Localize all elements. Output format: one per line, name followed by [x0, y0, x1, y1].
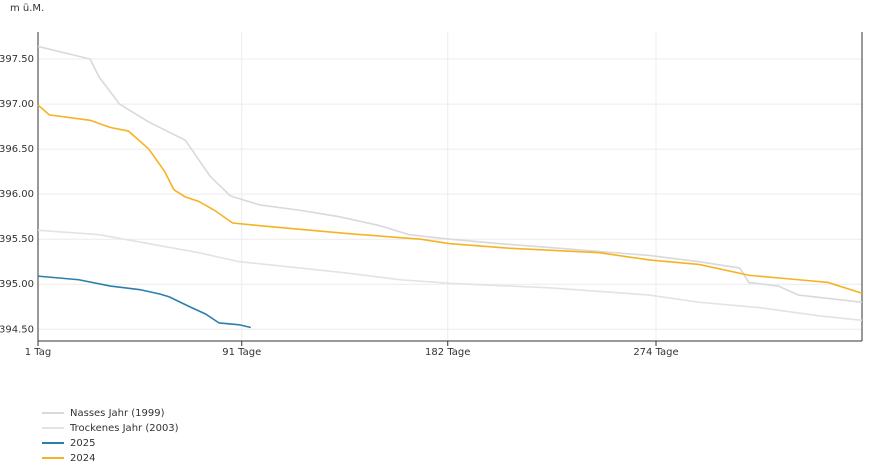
- y-tick-label: 395.50: [0, 234, 34, 245]
- y-tick-label: 394.50: [0, 324, 34, 335]
- x-tick-label: 274 Tage: [633, 347, 678, 358]
- legend-label: Nasses Jahr (1999): [70, 408, 165, 419]
- series-line: [37, 229, 863, 322]
- x-tick-label: 182 Tage: [425, 347, 470, 358]
- series-line: [37, 275, 251, 329]
- series-line: [37, 104, 863, 295]
- legend-label: 2025: [70, 438, 95, 449]
- y-tick-label: 397.00: [0, 99, 34, 110]
- y-tick-label: 397.50: [0, 54, 34, 65]
- y-tick-label: 396.50: [0, 144, 34, 155]
- y-tick-label: 395.00: [0, 279, 34, 290]
- y-tick-label: 396.00: [0, 189, 34, 200]
- x-tick-label: 91 Tage: [222, 347, 261, 358]
- y-axis-label: m ü.M.: [10, 3, 44, 14]
- x-tick-label: 1 Tag: [25, 347, 51, 358]
- legend-label: 2024: [70, 453, 95, 464]
- series-line: [37, 45, 863, 304]
- legend-label: Trockenes Jahr (2003): [69, 423, 179, 434]
